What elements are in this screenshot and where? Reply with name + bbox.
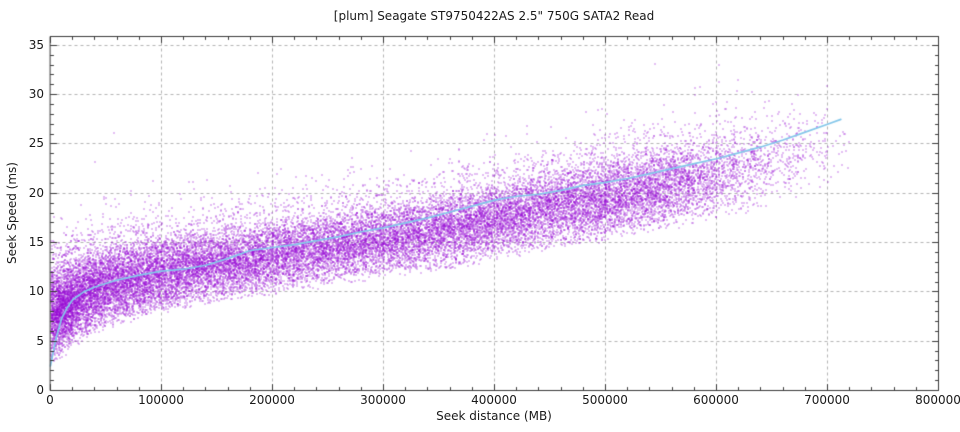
- x-tick-label: 500000: [582, 393, 628, 407]
- x-tick-label: 700000: [804, 393, 850, 407]
- x-tick-label: 200000: [249, 393, 295, 407]
- y-tick-label: 25: [28, 136, 44, 151]
- x-tick-label: 300000: [360, 393, 406, 407]
- x-tick-label: 800000: [915, 393, 960, 407]
- y-tick-label: 0: [36, 383, 44, 397]
- y-tick-label: 15: [28, 235, 44, 250]
- x-axis-title: Seek distance (MB): [436, 409, 552, 423]
- x-tick-label: 0: [46, 393, 54, 407]
- y-tick-label: 5: [36, 333, 44, 348]
- chart-title: [plum] Seagate ST9750422AS 2.5" 750G SAT…: [333, 9, 655, 23]
- x-tick-label: 100000: [138, 393, 184, 407]
- x-tick-label: 400000: [471, 393, 517, 407]
- y-tick-label: 20: [28, 185, 44, 200]
- y-tick-label: 10: [28, 284, 44, 299]
- y-tick-label: 30: [28, 87, 44, 102]
- x-tick-label: 600000: [693, 393, 739, 407]
- y-tick-label: 35: [28, 37, 44, 52]
